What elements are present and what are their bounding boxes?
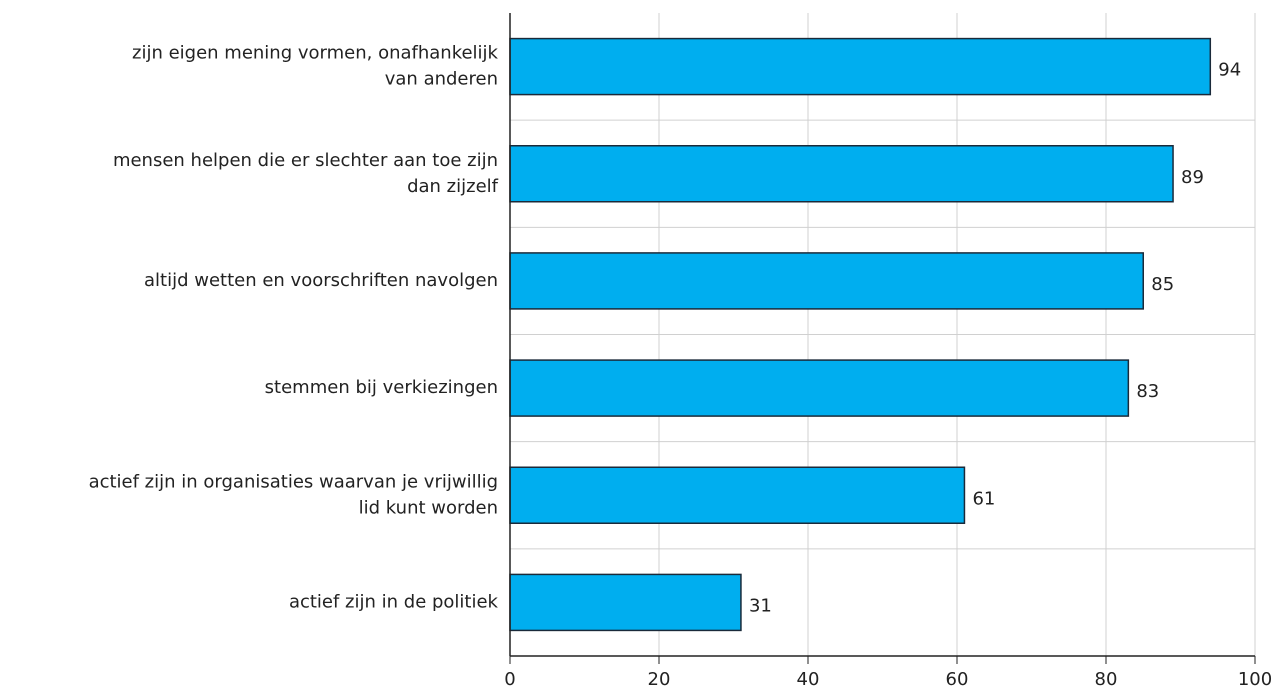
- value-label: 89: [1181, 167, 1204, 188]
- bar: [509, 573, 742, 632]
- y-tick-label: actief zijn in organisaties waarvan je v…: [89, 471, 498, 518]
- y-tick-label: stemmen bij verkiezingen: [265, 377, 498, 398]
- x-tick-label: 0: [504, 669, 515, 690]
- x-tick-label: 40: [797, 669, 820, 690]
- bar: [509, 37, 1212, 96]
- value-label: 31: [749, 595, 772, 616]
- bar: [509, 359, 1130, 417]
- x-tick-label: 20: [648, 669, 671, 690]
- y-tick-label: mensen helpen die er slechter aan toe zi…: [113, 150, 499, 197]
- y-tick-label: zijn eigen mening vormen, onafhankelijk v…: [132, 43, 499, 90]
- value-label: 85: [1151, 274, 1174, 295]
- bar: [509, 252, 1144, 310]
- x-tick-label: 80: [1095, 669, 1118, 690]
- value-label: 94: [1218, 60, 1241, 81]
- value-label: 61: [972, 488, 995, 509]
- x-tick-label: 60: [946, 669, 969, 690]
- y-tick-label: actief zijn in de politiek: [289, 591, 499, 612]
- x-tick-label: 100: [1238, 669, 1272, 690]
- value-label: 83: [1136, 381, 1159, 402]
- bar: [509, 145, 1174, 203]
- y-tick-label: altijd wetten en voorschriften navolgen: [144, 270, 498, 291]
- bar: [509, 466, 966, 524]
